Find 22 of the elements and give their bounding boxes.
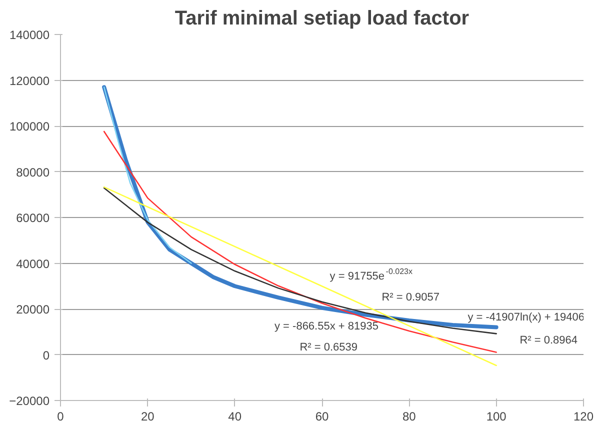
x-tick-label: 40: [228, 410, 242, 423]
x-tick-label: 0: [57, 410, 64, 423]
x-tick-label: 20: [140, 410, 155, 423]
annotation: R² = 0.6539: [300, 342, 358, 354]
y-tick-label: 0: [42, 348, 50, 362]
y-tick-label: 20000: [16, 302, 50, 316]
y-tick-label: 60000: [16, 211, 50, 225]
annotation: R² = 0.8964: [520, 334, 578, 346]
y-tick-label: 120000: [9, 74, 50, 88]
y-tick-label: 100000: [9, 120, 50, 134]
chart-title: Tarif minimal setiap load factor: [174, 8, 470, 30]
x-tick-label: 80: [402, 410, 416, 423]
y-tick-label: −20000: [9, 394, 50, 408]
line-series: [103, 86, 192, 264]
x-tick-label: 60: [315, 410, 329, 423]
y-tick-label: 40000: [16, 256, 50, 271]
annotation: y = -866.55x + 81935: [274, 320, 378, 332]
y-tick-label: 140000: [9, 28, 50, 42]
x-tick-label: 120: [573, 410, 594, 423]
annotation: R² = 0.9057: [382, 292, 440, 304]
y-tick-label: 80000: [16, 165, 50, 180]
x-tick-label: 100: [486, 410, 507, 423]
